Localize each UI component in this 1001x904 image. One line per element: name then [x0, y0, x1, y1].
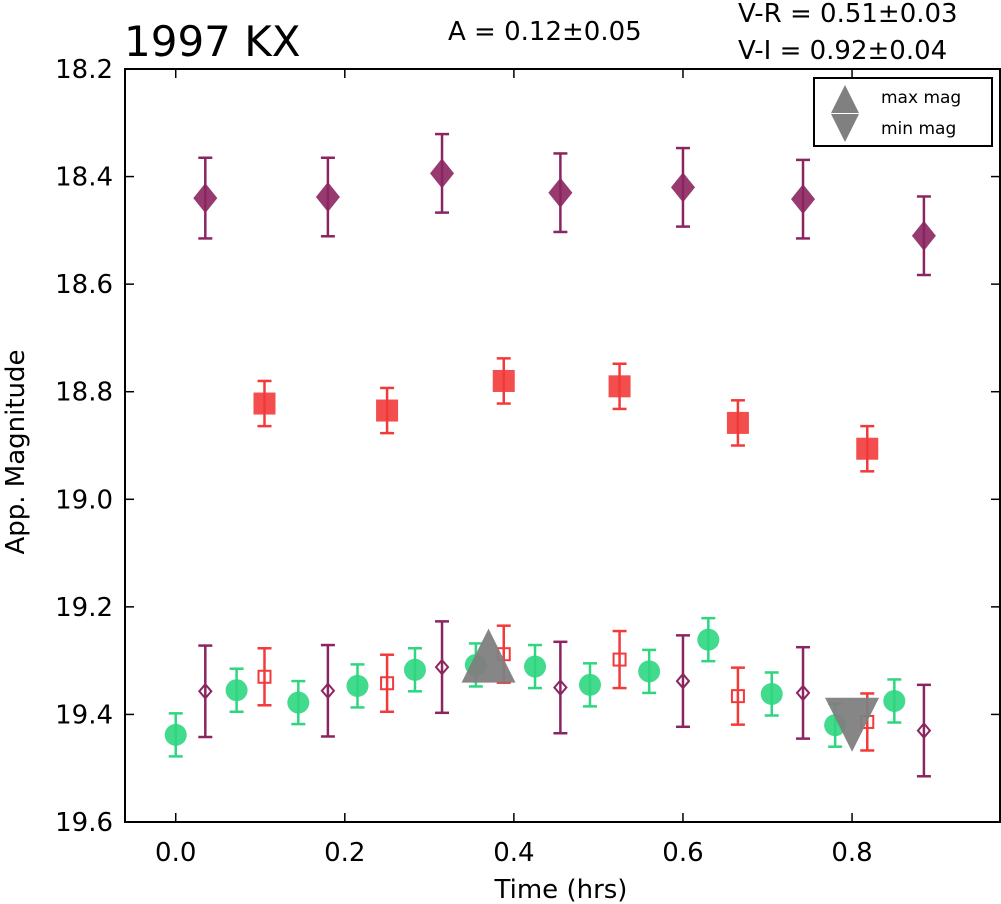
- point-diamond-open-4: [675, 672, 691, 690]
- y-tick-label-3: 18.8: [55, 378, 113, 408]
- point-circle-filled-9: [697, 628, 720, 651]
- series-triangle-down: [825, 697, 880, 752]
- x-tick-label-4: 0.8: [831, 838, 872, 868]
- point-square-filled-0: [253, 392, 276, 415]
- series-diamond-filled: [193, 132, 936, 277]
- legend-min-mag-marker: [831, 114, 859, 142]
- point-square-filled-3: [608, 375, 631, 398]
- point-circle-filled-1: [225, 679, 248, 702]
- x-tick-label-0: 0.0: [155, 838, 196, 868]
- point-square-filled-4: [726, 411, 749, 434]
- point-circle-filled-10: [760, 682, 783, 705]
- point-square-filled-2: [492, 369, 515, 392]
- point-diamond-filled-6: [911, 220, 936, 251]
- errorbar-diamond-open-4: [675, 634, 690, 729]
- legend-min-mag-label: min mag: [881, 119, 956, 139]
- point-diamond-filled-2: [430, 158, 455, 189]
- errorbar-square-open-0: [257, 647, 272, 707]
- y-axis-label: App. Magnitude: [1, 349, 31, 554]
- amplitude-annotation: A = 0.12±0.05: [448, 17, 642, 47]
- point-circle-filled-2: [287, 691, 310, 714]
- errorbar-diamond-open-5: [796, 645, 811, 740]
- series-circle-filled: [164, 616, 906, 758]
- point-square-open-3: [612, 652, 627, 667]
- point-circle-filled-6: [524, 655, 547, 678]
- series-triangle-up: [461, 628, 516, 683]
- legend-max-mag-label: max mag: [881, 88, 961, 108]
- point-square-open-4: [730, 689, 745, 704]
- point-diamond-filled-3: [548, 177, 573, 208]
- point-diamond-filled-1: [315, 182, 340, 213]
- point-diamond-filled-5: [791, 184, 816, 215]
- plot-frame: [124, 68, 1001, 823]
- point-circle-filled-3: [346, 674, 369, 697]
- point-square-filled-1: [376, 399, 399, 422]
- point-square-open-0: [257, 669, 272, 684]
- x-tick-label-1: 0.2: [324, 838, 365, 868]
- point-square-filled-5: [856, 437, 879, 460]
- v-i-annotation: V-I = 0.92±0.04: [738, 36, 947, 66]
- y-tick-label-1: 18.4: [55, 163, 113, 193]
- y-tick-label-7: 19.6: [55, 808, 113, 838]
- errorbar-diamond-open-2: [435, 620, 450, 715]
- plot-marks: [164, 132, 936, 778]
- point-diamond-filled-0: [193, 183, 218, 214]
- errorbar-square-open-4: [730, 666, 745, 726]
- errorbar-square-open-3: [612, 629, 627, 690]
- v-r-annotation: V-R = 0.51±0.03: [738, 0, 958, 29]
- y-tick-label-2: 18.6: [55, 270, 113, 300]
- point-square-open-1: [380, 676, 395, 691]
- errorbar-diamond-open-1: [320, 643, 335, 738]
- y-tick-label-6: 19.4: [55, 700, 113, 730]
- point-circle-filled-8: [638, 660, 661, 683]
- point-circle-filled-0: [164, 723, 187, 746]
- point-circle-filled-4: [403, 658, 426, 681]
- series-diamond-open: [197, 620, 932, 778]
- x-axis-label: Time (hrs): [494, 875, 628, 904]
- y-tick-label-0: 18.2: [55, 55, 113, 85]
- errorbar-diamond-open-6: [916, 683, 931, 778]
- errorbar-diamond-open-3: [553, 640, 568, 735]
- axis-ticks: 0.0 0.2 0.4 0.6 0.8 18.2 18.4 18.6 18.8 19.0 19.2 1…: [55, 55, 1000, 868]
- point-diamond-filled-4: [670, 172, 695, 203]
- point-circle-filled-12: [883, 689, 906, 712]
- chart-title: 1997 KX: [124, 17, 301, 66]
- point-diamond-open-2: [434, 658, 450, 676]
- point-triangle-up-0: [461, 628, 516, 683]
- point-diamond-open-6: [916, 722, 932, 740]
- point-circle-filled-7: [578, 673, 601, 696]
- point-diamond-open-1: [320, 682, 336, 700]
- point-triangle-down-0: [825, 697, 880, 752]
- point-diamond-open-0: [197, 682, 213, 700]
- errorbar-diamond-open-0: [198, 644, 213, 739]
- y-tick-label-4: 19.0: [55, 485, 113, 515]
- y-tick-label-5: 19.2: [55, 593, 113, 623]
- legend-max-mag-marker: [831, 85, 859, 113]
- point-diamond-open-5: [795, 684, 811, 702]
- point-diamond-open-3: [553, 678, 568, 697]
- series-square-filled: [253, 357, 879, 473]
- errorbar-square-open-1: [380, 653, 395, 713]
- x-tick-label-2: 0.4: [493, 838, 534, 868]
- x-tick-label-3: 0.6: [662, 838, 703, 868]
- legend: max mag min mag: [813, 77, 993, 147]
